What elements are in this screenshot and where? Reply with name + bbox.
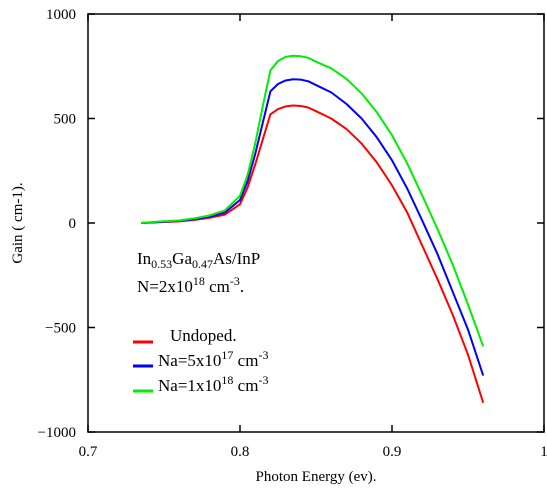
anno-ga: Ga: [172, 249, 192, 268]
axis-tick-labels: 0.7 0.8 0.9 1 −1000 −500 0 500 1000: [38, 7, 547, 460]
legend-label-na5e17: Na=5x1017 cm-3: [158, 348, 268, 370]
anno-tail: As/InP: [213, 249, 260, 268]
anno-in: In: [137, 249, 152, 268]
legend: Undoped. Na=5x1017 cm-3 Na=1x1018 cm-3: [133, 326, 268, 395]
axis-ticks: [87, 13, 545, 433]
legend-na1e18-text: Na=1x10: [158, 376, 221, 395]
anno-in-sub: 0.53: [151, 257, 172, 271]
y-tick-label: 0: [69, 216, 77, 232]
y-tick-label: −500: [45, 321, 76, 337]
y-axis-title: Gain ( cm-1).: [10, 182, 26, 263]
y-tick-label: 1000: [46, 7, 76, 23]
anno-n: N=2x10: [137, 277, 193, 296]
legend-na5e17-sup2: -3: [258, 348, 268, 362]
anno-n-sup: 18: [193, 274, 205, 288]
series-line-0: [141, 104, 485, 404]
doping-annotation: N=2x1018 cm-3.: [137, 274, 244, 296]
x-tick-label: 0.9: [383, 444, 402, 460]
y-tick-label: 500: [54, 112, 77, 128]
legend-na1e18-cm: cm: [233, 376, 258, 395]
anno-cm-sup: -3: [230, 274, 240, 288]
anno-dot: .: [240, 277, 244, 296]
legend-label-na1e18: Na=1x1018 cm-3: [158, 373, 268, 395]
legend-label-undoped: Undoped.: [170, 326, 237, 345]
legend-na5e17-sup: 17: [221, 348, 233, 362]
legend-undoped-text: Undoped.: [170, 326, 237, 345]
anno-ga-sub: 0.47: [192, 257, 213, 271]
x-tick-label: 1: [540, 444, 547, 460]
legend-na5e17-cm: cm: [233, 351, 258, 370]
anno-cm: cm: [205, 277, 230, 296]
x-tick-label: 0.7: [79, 444, 98, 460]
material-annotation: In0.53Ga0.47As/InP: [137, 249, 260, 271]
x-axis-title: Photon Energy (ev).: [256, 469, 377, 485]
legend-na1e18-sup: 18: [221, 373, 233, 387]
series-lines: [141, 54, 485, 404]
legend-na1e18-sup2: -3: [258, 373, 268, 387]
series-line-1: [141, 78, 485, 376]
x-tick-label: 0.8: [231, 444, 250, 460]
legend-na5e17-text: Na=5x10: [158, 351, 221, 370]
y-tick-label: −1000: [38, 425, 76, 441]
series-line-2: [141, 54, 485, 347]
